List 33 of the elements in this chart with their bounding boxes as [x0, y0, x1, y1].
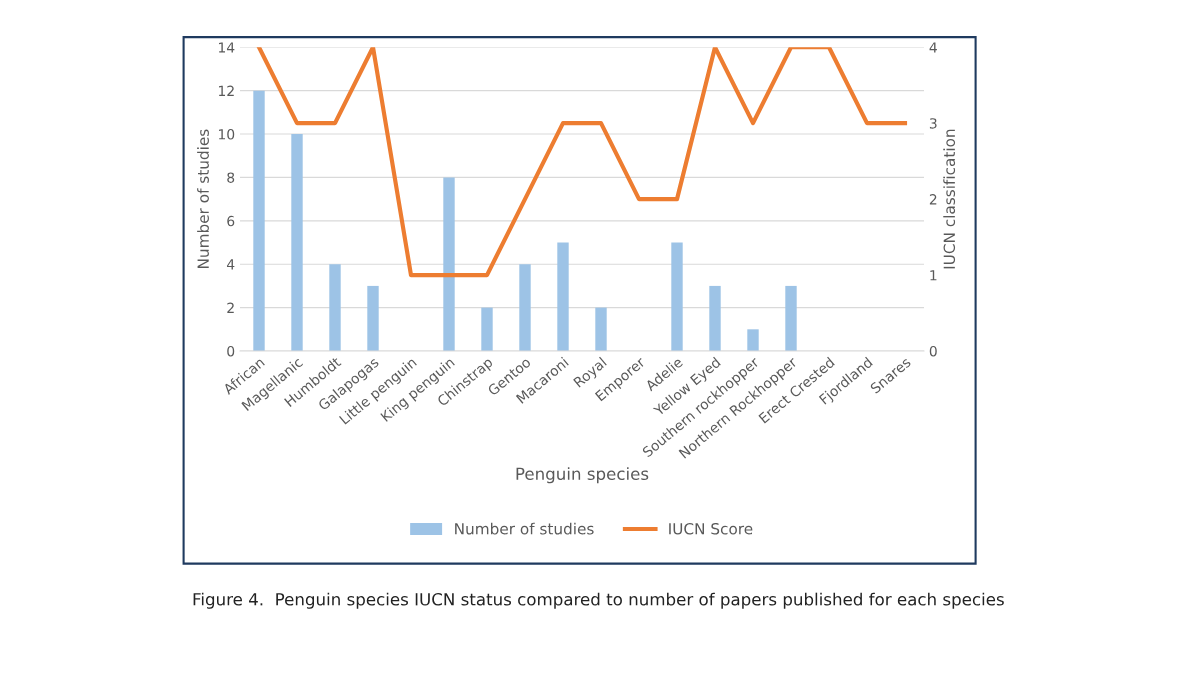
bar	[519, 264, 531, 351]
y-axis-title: Number of studies	[197, 129, 209, 268]
y-tick-label: 12	[218, 85, 234, 96]
bar	[671, 242, 683, 351]
y2-tick-label: 2	[929, 194, 937, 205]
legend-label: Number of studies	[455, 522, 594, 535]
bar	[291, 134, 303, 351]
bar	[253, 90, 265, 351]
y-tick-label: 0	[227, 345, 235, 357]
y-tick-label: 2	[227, 302, 234, 313]
y2-tick-label: 3	[929, 118, 937, 129]
legend-label: IUCN Score	[669, 522, 753, 535]
y-tick-label: 4	[226, 259, 235, 270]
y-tick-label: 14	[218, 42, 235, 53]
bar	[595, 307, 607, 351]
y2-tick-label: 4	[929, 42, 937, 53]
y-tick-label: 8	[227, 172, 235, 183]
bar	[709, 285, 721, 351]
y2-axis-title: IUCN classification	[943, 129, 956, 269]
bar	[329, 264, 341, 351]
bar	[481, 307, 493, 351]
y2-tick-label: 0	[929, 345, 937, 357]
bar	[557, 242, 569, 351]
y-tick-label: 10	[218, 129, 235, 140]
bar	[443, 177, 455, 351]
bar	[785, 285, 797, 351]
line-series	[256, 47, 908, 278]
bar	[747, 329, 759, 351]
y2-tick-label: 1	[930, 270, 937, 281]
caption: Figure 4. Penguin species IUCN status compared to number of papers published for each species	[193, 592, 1004, 609]
y-tick-label: 6	[227, 215, 235, 227]
bar	[367, 285, 379, 351]
x-axis-title: Penguin species	[516, 467, 649, 484]
